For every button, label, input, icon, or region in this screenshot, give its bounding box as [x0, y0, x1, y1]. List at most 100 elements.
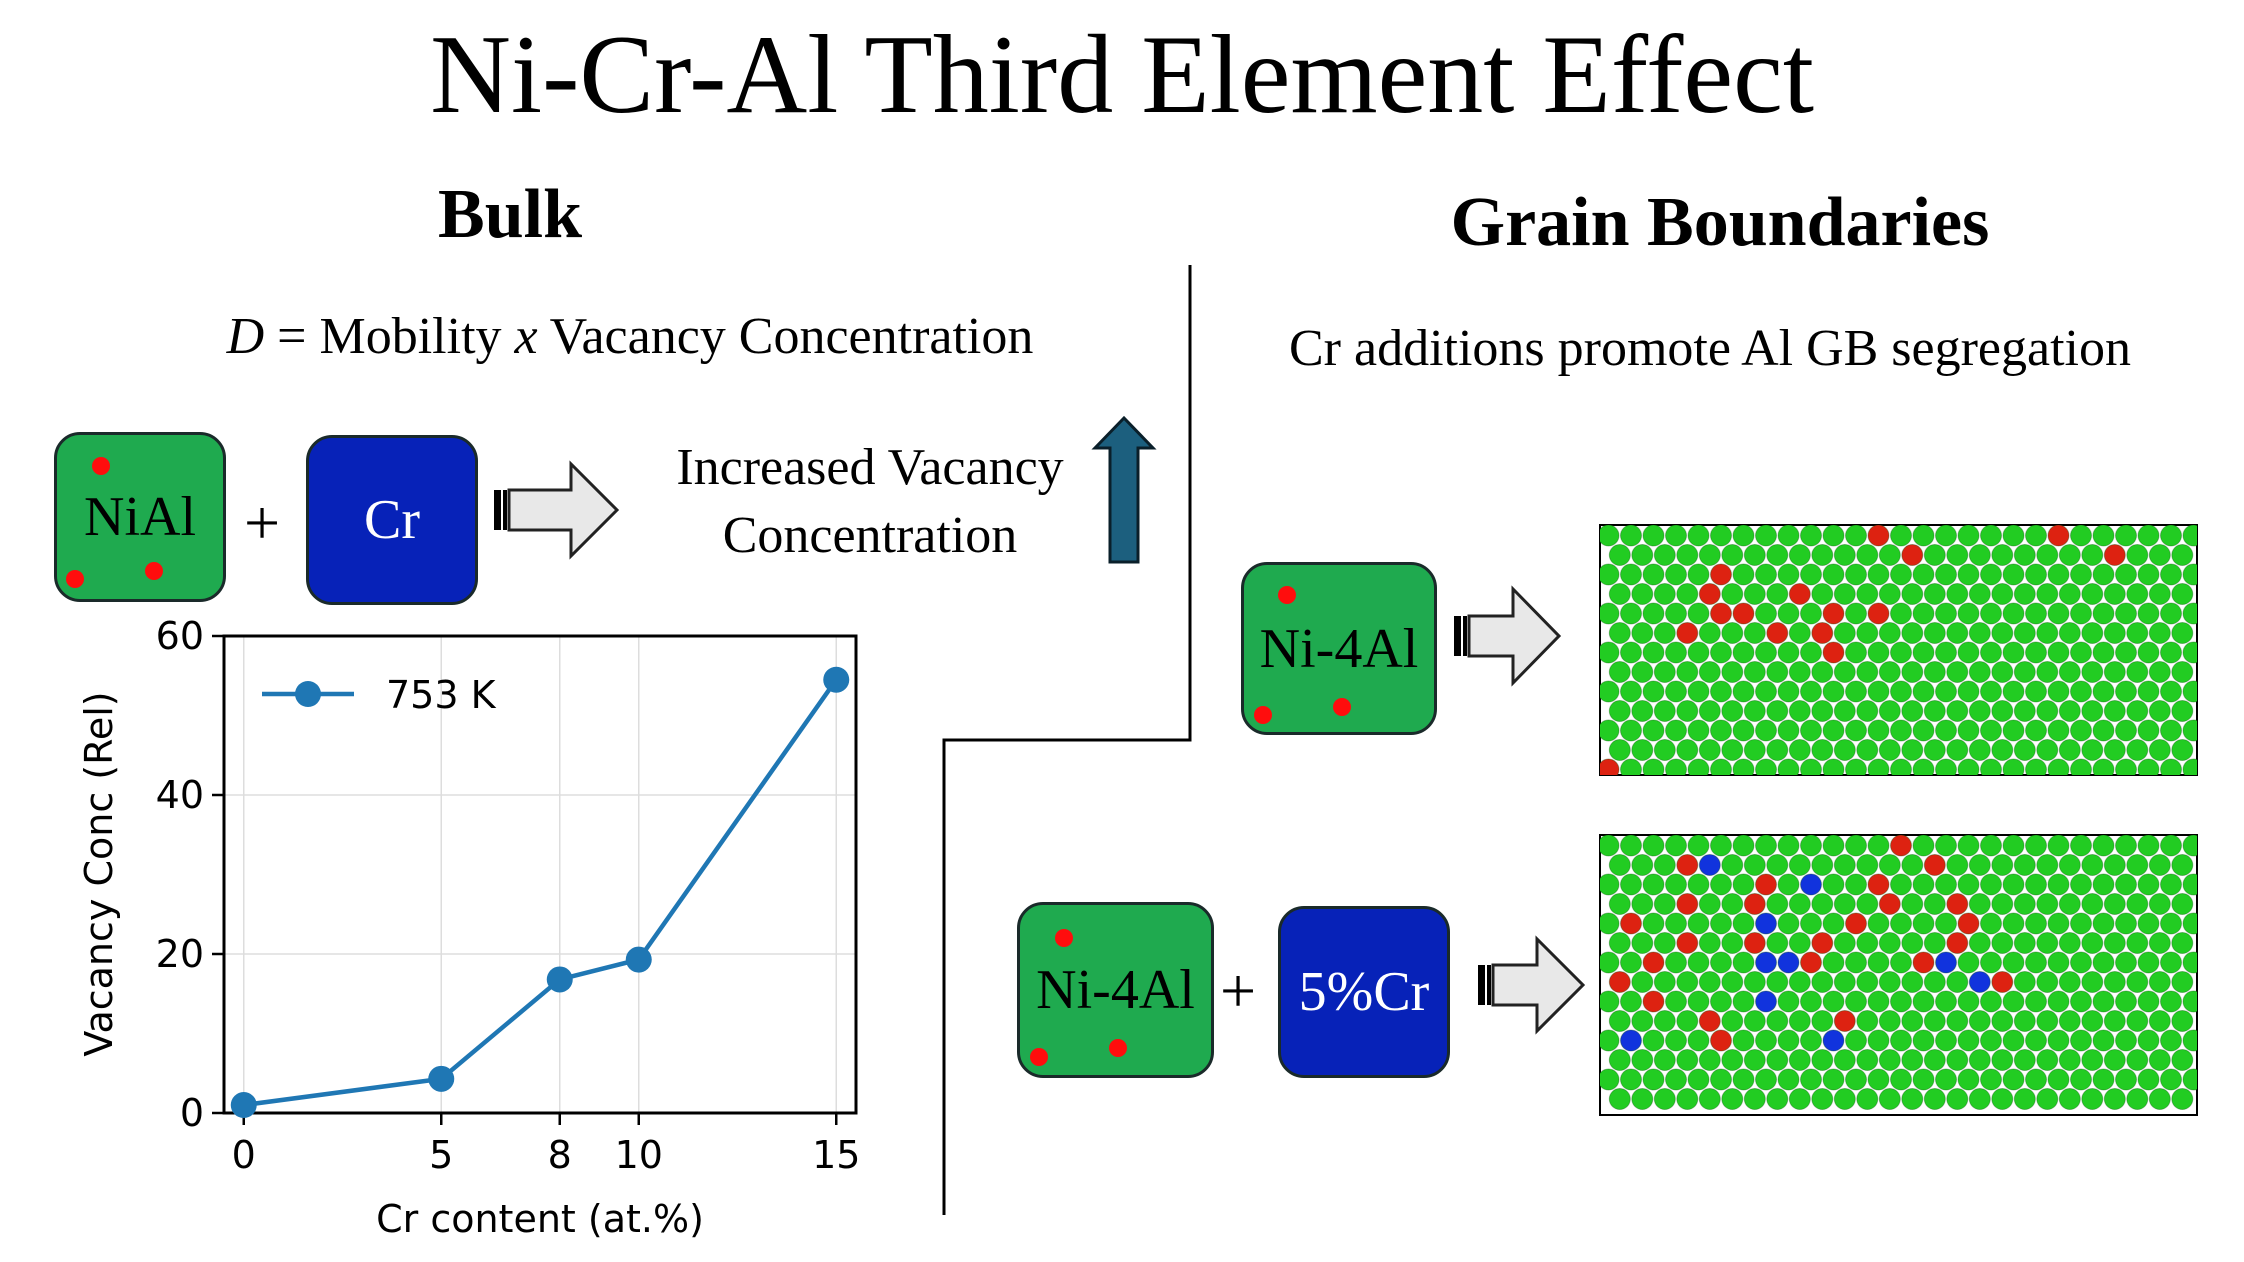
- ni-atom: [2182, 525, 2197, 547]
- ni-atom: [1710, 912, 1732, 935]
- ni-atom: [2103, 583, 2126, 605]
- gb-subtitle: Cr additions promote Al GB segregation: [1288, 320, 2131, 377]
- ni-atom: [1755, 835, 1777, 857]
- ni-atom: [1620, 680, 1642, 703]
- ni-atom: [1687, 758, 1710, 775]
- ni-atom: [1912, 1029, 1935, 1052]
- ni-atom: [1766, 739, 1789, 761]
- ni-atom: [2115, 641, 2137, 664]
- ni-atom: [2092, 1068, 2115, 1091]
- ni-atom: [1698, 739, 1721, 761]
- ni-atom: [1867, 563, 1890, 586]
- ni-atom: [2070, 641, 2092, 664]
- ni-atom: [1698, 1088, 1721, 1110]
- ni-atom: [1732, 835, 1755, 857]
- ni-atom: [1811, 583, 1834, 605]
- ni-atom: [1653, 854, 1676, 876]
- ni-atom: [1642, 525, 1665, 547]
- al-atom-dot: [92, 457, 110, 475]
- ni-atom: [1980, 873, 2002, 896]
- ni-atom: [1822, 990, 1845, 1013]
- ni-atom: [2182, 719, 2197, 742]
- ni-atom: [1600, 602, 1620, 625]
- ni-atom: [2013, 1088, 2036, 1110]
- ni-atom: [1980, 563, 2002, 586]
- ni-atom: [2137, 719, 2160, 742]
- nial-label: NiAl: [84, 486, 196, 548]
- ni-atom: [2025, 835, 2047, 857]
- ni-atom: [1710, 951, 1732, 974]
- ni-atom: [2081, 544, 2104, 566]
- ni-atom: [1822, 758, 1845, 775]
- ni-atom: [1923, 739, 1946, 761]
- ni-atom: [1946, 739, 1969, 761]
- ni-atom: [1890, 680, 1912, 703]
- ni-atom: [1665, 951, 1687, 974]
- ni-atom: [1721, 1088, 1744, 1110]
- ni-atom: [1687, 680, 1710, 703]
- ni-atom: [2013, 622, 2036, 644]
- ni-atom: [2103, 1049, 2126, 1071]
- ni-atom: [2070, 912, 2092, 935]
- ni-atom: [1653, 971, 1676, 993]
- vacancy-chart: 0 5 8 10 15 0 20 40 60 753 K Cr content (at.%) V…: [77, 614, 860, 1241]
- ni-atom: [1957, 951, 1980, 974]
- ni-atom: [2002, 835, 2025, 857]
- ni-atom: [1766, 1088, 1789, 1110]
- ni-atom: [2058, 1088, 2081, 1110]
- chart-series: [230, 666, 850, 1119]
- ni-atom: [1777, 990, 1800, 1013]
- ni-atom: [1923, 893, 1946, 915]
- ni-atom: [1800, 719, 1822, 742]
- ni-atom: [1867, 835, 1890, 857]
- ni-atom: [1743, 661, 1766, 683]
- ni-atom: [2081, 622, 2104, 644]
- ni-atom: [1923, 1088, 1946, 1110]
- ni-atom: [1901, 1049, 1924, 1071]
- ni-atom: [2025, 951, 2047, 974]
- ni-atom: [2036, 700, 2059, 722]
- ni-atom: [2013, 700, 2036, 722]
- al-atom: [1822, 641, 1845, 664]
- ni-atom: [1991, 583, 2014, 605]
- ni-atom: [1912, 680, 1935, 703]
- ni-atom: [2092, 641, 2115, 664]
- ni-atom: [1642, 641, 1665, 664]
- ni-atom: [2036, 622, 2059, 644]
- ni-atom: [2070, 951, 2092, 974]
- ni-atom: [1878, 622, 1901, 644]
- ni-atom: [1867, 758, 1890, 775]
- ni-atom: [2148, 1088, 2171, 1110]
- data-point: [546, 966, 573, 993]
- equation-d-symbol: D: [226, 308, 265, 365]
- ni-atom: [2182, 1029, 2197, 1052]
- ni-atom: [1890, 1068, 1912, 1091]
- ni-atom: [1608, 661, 1631, 683]
- equation-mobility: = Mobility: [264, 308, 515, 365]
- ni-atom: [2013, 661, 2036, 683]
- x-tick-label: 8: [548, 1133, 572, 1177]
- ni-atom: [1912, 912, 1935, 935]
- ni-atom: [1878, 583, 1901, 605]
- nial-box: NiAl: [54, 432, 226, 602]
- ni-atom: [1811, 544, 1834, 566]
- ni-atom: [2047, 835, 2070, 857]
- ni-atom: [2036, 661, 2059, 683]
- ni-atom: [2148, 893, 2171, 915]
- ni-atom: [1968, 854, 1991, 876]
- ni-atom: [1608, 622, 1631, 644]
- ni-atom: [2092, 951, 2115, 974]
- ni-atom: [1777, 680, 1800, 703]
- ni-atom: [1743, 1088, 1766, 1110]
- ni-atom: [1912, 641, 1935, 664]
- ni-atom: [1710, 873, 1732, 896]
- plus-sign: +: [1220, 955, 1257, 1026]
- ni-atom: [1721, 971, 1744, 993]
- ni-atom: [2137, 680, 2160, 703]
- ni-atom: [2013, 971, 2036, 993]
- ni-atom: [1901, 622, 1924, 644]
- ni-atom: [1600, 563, 1620, 586]
- ni-atom: [1822, 912, 1845, 935]
- ni-atom: [2171, 700, 2194, 722]
- ni-atom: [1935, 563, 1957, 586]
